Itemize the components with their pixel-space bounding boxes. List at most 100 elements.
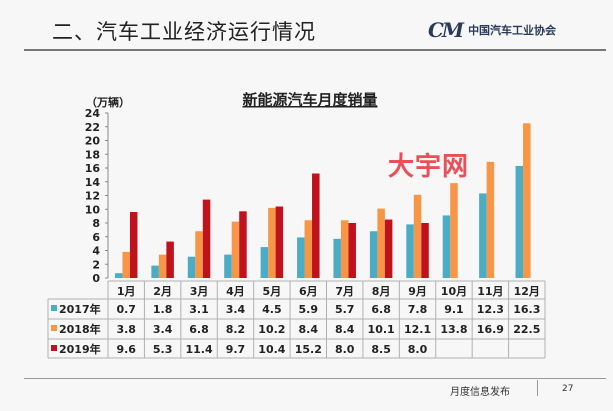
bar-2018年-9月 [413, 194, 422, 278]
data-label: 9.7 [226, 343, 246, 356]
bar-2018年-5月 [268, 207, 276, 278]
x-tick-label: 1月 [117, 285, 136, 298]
data-label: 12.1 [404, 323, 431, 336]
bar-2018年-2月 [158, 254, 167, 278]
y-tick-label: 20 [85, 135, 101, 148]
x-tick-label: 2月 [153, 285, 172, 298]
bar-2017年-10月 [442, 215, 451, 278]
data-label: 1.8 [153, 303, 173, 316]
logo-text: 中国汽车工业协会 [468, 24, 557, 37]
bar-2019年-2月 [166, 241, 174, 278]
data-label: 5.3 [153, 343, 173, 356]
data-label: 4.5 [262, 303, 282, 316]
legend-swatch [51, 345, 57, 351]
bar-2018年-11月 [486, 161, 495, 278]
x-tick-label: 11月 [477, 285, 503, 298]
x-tick-label: 4月 [226, 285, 245, 298]
y-tick-label: 0 [92, 272, 100, 285]
data-label: 3.8 [116, 323, 136, 336]
y-tick-label: 16 [85, 162, 101, 175]
bar-2017年-6月 [297, 237, 305, 278]
y-axis-unit: （万辆） [86, 95, 130, 109]
data-label: 6.8 [189, 323, 209, 336]
data-label: 9.6 [116, 343, 136, 356]
bar-2019年-1月 [129, 212, 138, 278]
y-tick-label: 6 [92, 231, 100, 244]
y-tick-label: 22 [85, 121, 100, 134]
data-label: 8.4 [335, 323, 355, 336]
footer-label: 月度信息发布 [450, 387, 510, 398]
y-tick-label: 4 [92, 245, 100, 258]
y-tick-label: 24 [85, 107, 101, 120]
y-tick-label: 8 [92, 217, 100, 230]
data-label: 13.8 [440, 323, 467, 336]
bar-2018年-12月 [523, 123, 531, 278]
footer-divider [24, 378, 606, 379]
data-label: 6.8 [371, 303, 391, 316]
footer-separator [537, 380, 538, 396]
header-divider [24, 49, 606, 51]
x-tick-label: 3月 [190, 285, 209, 298]
y-tick-label: 2 [92, 258, 100, 271]
bar-2019年-3月 [202, 199, 211, 278]
bar-2017年-11月 [479, 193, 487, 278]
data-label: 3.4 [153, 323, 173, 336]
bar-2018年-1月 [122, 251, 130, 278]
data-label: 7.8 [408, 303, 428, 316]
legend-label: 2019年 [59, 342, 101, 356]
data-label: 11.4 [185, 343, 212, 356]
bar-2018年-10月 [450, 183, 458, 278]
bar-2018年-7月 [340, 220, 349, 278]
x-tick-label: 9月 [408, 285, 427, 298]
data-label: 22.5 [513, 323, 540, 336]
bar-2019年-9月 [421, 223, 429, 278]
bar-2017年-8月 [369, 231, 378, 278]
data-label: 9.1 [444, 303, 464, 316]
data-label: 8.5 [371, 343, 391, 356]
bar-2017年-12月 [515, 165, 524, 278]
bar-2017年-4月 [224, 254, 232, 278]
data-label: 15.2 [295, 343, 322, 356]
x-tick-label: 8月 [372, 285, 391, 298]
x-tick-label: 7月 [335, 285, 354, 298]
data-label: 10.4 [258, 343, 285, 356]
data-label: 5.9 [299, 303, 319, 316]
bar-2019年-7月 [348, 223, 356, 278]
bar-2019年-4月 [239, 211, 247, 278]
data-label: 10.2 [258, 323, 285, 336]
slide-title: 二、汽车工业经济运行情况 [52, 20, 316, 44]
bar-2017年-2月 [151, 265, 159, 278]
bar-2018年-8月 [377, 208, 385, 278]
data-label: 10.1 [368, 323, 395, 336]
legend-label: 2018年 [59, 322, 101, 336]
logo: CM 中国汽车工业协会 [428, 18, 556, 42]
bar-2017年-9月 [406, 224, 414, 278]
y-tick-label: 12 [85, 190, 100, 203]
bar-2019年-8月 [384, 219, 393, 278]
data-label: 3.4 [226, 303, 246, 316]
data-label: 12.3 [477, 303, 504, 316]
data-label: 8.4 [299, 323, 319, 336]
data-label: 3.1 [189, 303, 209, 316]
bar-2019年-6月 [312, 173, 320, 278]
bar-2017年-3月 [187, 256, 196, 278]
bar-2018年-3月 [195, 231, 203, 278]
x-tick-label: 6月 [299, 285, 318, 298]
watermark: 大宇网 [388, 152, 470, 182]
data-label: 16.9 [477, 323, 504, 336]
chart-title: 新能源汽车月度销量 [242, 91, 377, 109]
page-number: 27 [562, 384, 574, 394]
y-tick-label: 18 [85, 148, 100, 161]
x-tick-label: 12月 [514, 285, 540, 298]
data-label: 16.3 [513, 303, 540, 316]
bar-2017年-1月 [114, 273, 123, 278]
legend-swatch [51, 325, 57, 331]
bar-2017年-5月 [260, 247, 269, 278]
bar-2017年-7月 [333, 238, 341, 278]
y-tick-label: 14 [85, 176, 101, 189]
data-label: 5.7 [335, 303, 355, 316]
bar-2019年-5月 [275, 206, 284, 278]
data-label: 8.0 [335, 343, 355, 356]
data-label: 8.2 [226, 323, 246, 336]
